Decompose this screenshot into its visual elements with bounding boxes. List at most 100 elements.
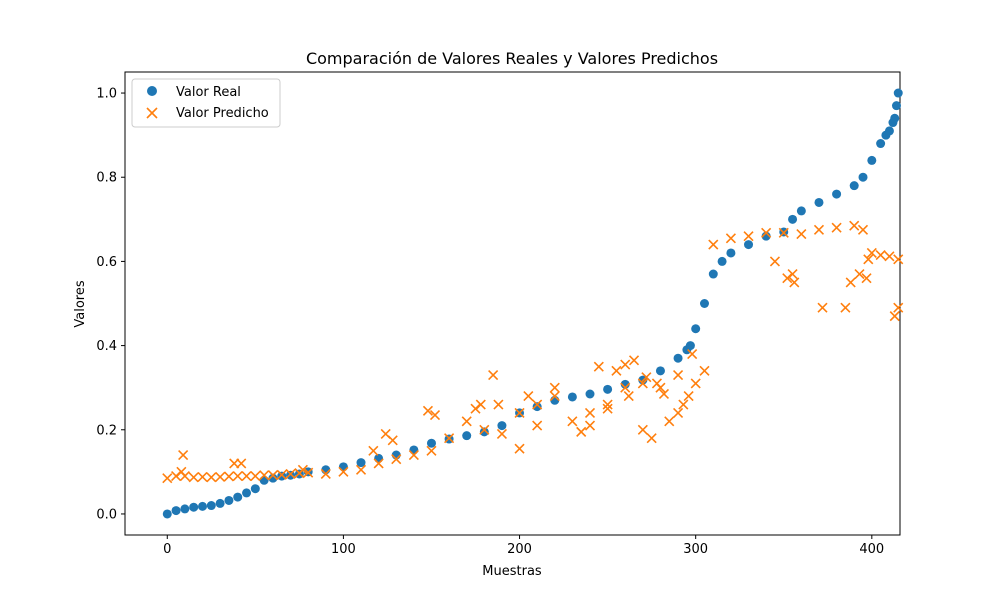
real-value-point (891, 101, 901, 111)
real-value-point (286, 470, 296, 480)
real-value-point (233, 492, 243, 502)
predicted-value-point (241, 471, 252, 482)
predicted-value-point (479, 424, 490, 435)
legend-marker-real (147, 86, 157, 96)
real-value-point (585, 389, 595, 399)
predicted-value-point (884, 251, 895, 262)
predicted-value-point (854, 268, 865, 280)
x-tick-label: 100 (331, 542, 356, 557)
predicted-value-point (584, 407, 596, 419)
real-value-point (849, 181, 859, 191)
y-tick-label: 0.4 (96, 339, 117, 354)
real-value-point (685, 341, 695, 351)
real-value-point (250, 484, 260, 494)
predicted-value-point (576, 426, 587, 437)
legend: Valor Real Valor Predicho (131, 78, 281, 128)
real-value-point (717, 256, 727, 266)
predicted-value-point (620, 359, 631, 370)
ticks-layer: 0 100 200 300 400 0.0 0.2 0.4 0.6 0.8 1.0 (96, 87, 884, 557)
real-value-point (409, 445, 419, 455)
y-axis-label: Valores (73, 280, 88, 327)
predicted-value-point (893, 254, 904, 265)
predicted-value-point (646, 433, 657, 444)
predicted-value-point (602, 403, 613, 414)
legend-label-predicted: Valor Predicho (176, 106, 269, 121)
predicted-value-point (628, 355, 640, 366)
predicted-value-point (708, 239, 719, 250)
predicted-value-point (215, 471, 226, 482)
predicted-value-point (889, 311, 900, 322)
predicted-value-point (866, 247, 877, 259)
predicted-value-point (532, 399, 543, 410)
predicted-value-point (250, 471, 261, 482)
real-value-point (356, 458, 366, 468)
predicted-value-point (637, 378, 648, 389)
predicted-value-point (259, 470, 270, 481)
predicted-value-point (637, 424, 648, 435)
real-value-point (884, 126, 894, 136)
predicted-value-point (861, 273, 872, 284)
y-tick-label: 0.0 (96, 507, 117, 522)
predicted-value-point (673, 369, 684, 381)
predicted-value-point (664, 416, 675, 427)
predicted-value-point (863, 254, 874, 265)
predicted-value-point (267, 470, 279, 481)
predicted-value-point (297, 464, 308, 475)
real-value-point (567, 392, 577, 402)
predicted-value-point (223, 471, 234, 482)
x-tick-label: 400 (859, 542, 884, 557)
predicted-value-point (236, 458, 247, 469)
real-value-point (215, 498, 225, 508)
predicted-value-point (355, 464, 367, 475)
real-value-point (788, 214, 798, 224)
predicted-value-point (593, 361, 604, 372)
predicted-value-point (611, 365, 622, 376)
predicted-value-point (532, 420, 543, 431)
y-tick-label: 1.0 (96, 87, 117, 102)
predicted-value-point (426, 445, 437, 456)
predicted-value-point (567, 416, 578, 427)
real-value-point (655, 366, 665, 376)
real-value-point (497, 421, 507, 431)
predicted-value-point (602, 399, 613, 410)
predicted-value-point (391, 454, 402, 465)
predicted-value-point (620, 382, 631, 393)
predicted-value-point (845, 277, 856, 288)
predicted-value-point (493, 399, 504, 410)
real-value-point (814, 197, 824, 207)
real-value-point (224, 495, 234, 505)
real-value-point (259, 475, 269, 485)
predicted-value-point (687, 348, 698, 360)
predicted-value-point (840, 302, 851, 313)
predicted-value-point (769, 256, 781, 267)
predicted-value-point (232, 471, 243, 482)
predicted-value-point (285, 468, 296, 480)
predicted-value-point (549, 391, 560, 402)
x-tick-label: 200 (507, 542, 532, 557)
predicted-value-point (893, 302, 904, 313)
predicted-value-point (475, 399, 486, 410)
predicted-value-point (725, 233, 736, 244)
real-value-point (673, 353, 683, 363)
predicted-value-point (813, 224, 825, 235)
predicted-value-point (549, 382, 560, 393)
predicted-value-point (683, 391, 694, 402)
predicted-value-point (699, 365, 710, 376)
predicted-value-point (690, 378, 701, 389)
real-value-point (338, 462, 348, 472)
predicted-value-point (743, 231, 754, 242)
predicted-value-point (678, 399, 689, 410)
predicted-value-point (584, 420, 596, 431)
real-value-point (532, 402, 542, 412)
predicted-value-point (789, 277, 800, 288)
legend-marker-predicted (146, 107, 158, 119)
predicted-value-point (523, 391, 534, 402)
real-value-point (180, 504, 190, 514)
predicted-value-point (206, 472, 217, 483)
x-axis-label: Muestras (482, 564, 542, 579)
y-tick-label: 0.6 (96, 255, 117, 270)
predicted-value-point (303, 467, 314, 478)
real-value-point (198, 501, 207, 511)
predicted-value-point (488, 369, 499, 381)
real-value-point (691, 324, 701, 334)
